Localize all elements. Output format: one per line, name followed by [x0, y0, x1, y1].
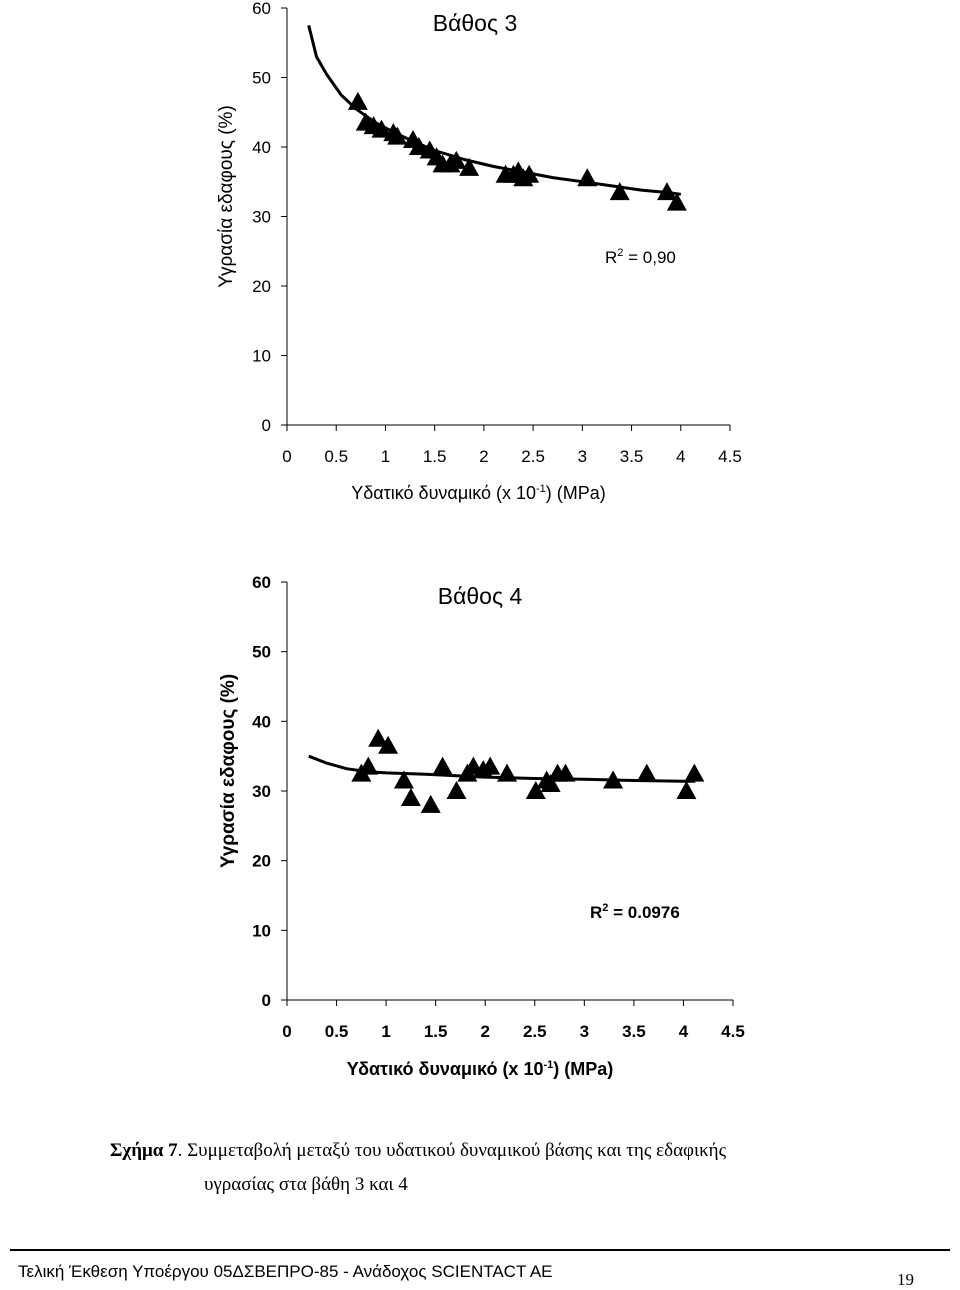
y-tick-label: 10: [252, 347, 271, 366]
data-point: [497, 763, 518, 782]
y-tick-label: 20: [252, 852, 271, 871]
x-tick-label: 3.5: [620, 447, 644, 466]
x-tick-label: 0: [282, 1022, 291, 1041]
x-tick-label: 3.5: [622, 1022, 646, 1041]
data-point: [656, 182, 677, 201]
caption-lead: Σχήμα 7: [110, 1140, 178, 1161]
x-tick-label: 2.5: [521, 447, 545, 466]
x-axis-label-main: Υδατικό δυναμικό (x 10: [347, 1059, 544, 1079]
x-tick-label: 1: [381, 1022, 390, 1041]
x-tick-label: 4.5: [721, 1022, 745, 1041]
x-tick-label: 0.5: [324, 447, 348, 466]
y-tick-label: 10: [252, 921, 271, 940]
data-point: [400, 787, 421, 806]
x-tick-label: 4: [679, 1022, 689, 1041]
y-tick-label: 60: [252, 0, 271, 18]
data-point: [358, 756, 379, 775]
data-point: [519, 164, 540, 183]
data-point: [666, 192, 687, 211]
x-tick-label: 3: [578, 447, 587, 466]
x-axis-label-superscript: -1: [543, 1059, 553, 1071]
page-number: 19: [897, 1270, 914, 1289]
data-point: [603, 770, 624, 789]
y-tick-label: 0: [262, 991, 271, 1010]
r-squared-annotation: R2 = 0.0976: [590, 902, 680, 922]
x-tick-label: 1: [381, 447, 390, 466]
x-tick-label: 0: [282, 447, 291, 466]
data-point: [378, 735, 399, 754]
data-point: [676, 781, 697, 799]
data-point: [420, 794, 441, 813]
data-point: [347, 91, 368, 110]
data-point: [387, 126, 408, 145]
chart-depth-3: 0 10 20 30 40 50 60 0 0.5 1 1.5 2 2.5 3 3.5 4 4.5 Βάθος 3…: [216, 0, 742, 503]
footer-divider: [10, 1249, 950, 1251]
x-axis-label-tail: ) (MPa): [546, 483, 606, 503]
data-point: [540, 774, 561, 793]
y-tick-label: 50: [252, 69, 271, 88]
x-tick-label: 1.5: [424, 1022, 448, 1041]
footer-text: Τελική Έκθεση Υποέργου 05ΔΣΒΕΠΡΟ-85 - Αν…: [18, 1262, 553, 1281]
y-tick-label: 30: [252, 208, 271, 227]
x-tick-label: 2.5: [523, 1022, 547, 1041]
y-tick-label: 40: [252, 712, 271, 731]
y-axis-label: Υγρασία εδαφους (%): [218, 674, 239, 868]
data-point: [636, 763, 657, 782]
figure-caption: Σχήμα 7. Συμμεταβολή μεταξύ του υδατικού…: [110, 1134, 910, 1202]
data-point: [432, 756, 453, 775]
r-squared-superscript: 2: [617, 247, 623, 259]
x-tick-label: 2: [479, 447, 488, 466]
r-squared-label: R: [590, 903, 602, 922]
data-point: [684, 763, 705, 782]
caption-line-2: υγρασίας στα βάθη 3 και 4: [204, 1174, 408, 1195]
r-squared-label: R: [605, 248, 617, 267]
data-point: [459, 157, 480, 176]
r-squared-value: = 0.0976: [608, 903, 679, 922]
data-point: [480, 756, 501, 775]
data-point: [408, 137, 429, 155]
x-axis-label-main: Υδατικό δυναμικό (x 10: [351, 483, 536, 503]
y-tick-label: 50: [252, 643, 271, 662]
data-point: [577, 168, 598, 187]
x-tick-label: 4: [676, 447, 685, 466]
y-axis-label: Υγρασία εδαφους (%): [216, 105, 237, 288]
x-axis-label-superscript: -1: [536, 483, 546, 495]
data-point: [525, 781, 546, 799]
r-squared-annotation: R2 = 0,90: [605, 247, 676, 267]
data-point: [446, 781, 467, 799]
data-point: [555, 763, 576, 782]
x-axis-label: Υδατικό δυναμικό (x 10-1) (MPa): [351, 483, 606, 503]
chart-title: Βάθος 4: [438, 583, 523, 609]
y-tick-label: 30: [252, 782, 271, 801]
data-point: [393, 770, 414, 789]
data-point: [609, 182, 630, 201]
y-tick-label: 40: [252, 138, 271, 157]
caption-text: . Συμμεταβολή μεταξύ του υδατικού δυναμι…: [177, 1140, 727, 1161]
x-tick-label: 3: [580, 1022, 589, 1041]
x-tick-label: 1.5: [423, 447, 447, 466]
y-tick-label: 0: [262, 416, 271, 435]
chart-depth-4: 0 10 20 30 40 50 60 0 0.5 1 1.5 2 2.5 3 3.5 4 4.5 Βάθος 4…: [218, 573, 745, 1079]
x-tick-label: 4.5: [718, 447, 742, 466]
data-point: [371, 119, 392, 138]
data-point: [368, 728, 389, 747]
y-tick-label: 20: [252, 277, 271, 296]
x-tick-label: 0.5: [325, 1022, 349, 1041]
chart-title: Βάθος 3: [433, 10, 518, 36]
y-tick-label: 60: [252, 573, 271, 592]
r-squared-superscript: 2: [602, 902, 608, 914]
x-tick-label: 2: [480, 1022, 489, 1041]
x-axis-label-tail: ) (MPa): [553, 1059, 613, 1079]
x-axis-label: Υδατικό δυναμικό (x 10-1) (MPa): [347, 1059, 614, 1079]
r-squared-value: = 0,90: [623, 248, 675, 267]
data-point: [446, 150, 467, 169]
trend-line: [307, 25, 682, 196]
